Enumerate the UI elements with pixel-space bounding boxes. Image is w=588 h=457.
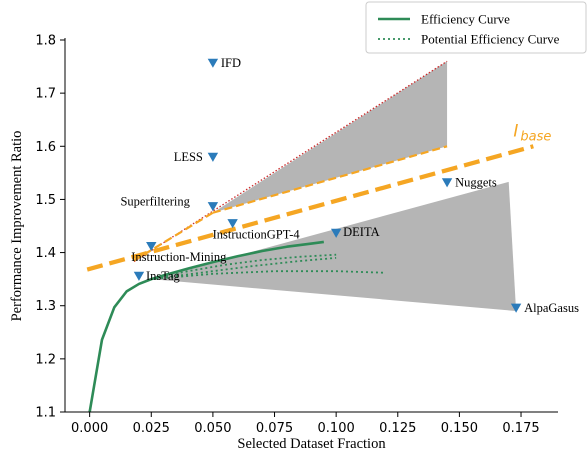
point-marker <box>227 219 238 229</box>
red-dotted-line <box>133 60 448 263</box>
point-label: Superfiltering <box>120 194 190 208</box>
baseline-label-sub: base <box>520 129 551 144</box>
legend-box <box>365 1 587 54</box>
y-tick-label: 1.5 <box>35 193 56 208</box>
y-tick-label: 1.1 <box>35 406 56 421</box>
point-label: IFD <box>221 56 241 70</box>
potential-efficiency-curve-1 <box>151 253 337 280</box>
y-tick-label: 1.4 <box>35 246 56 261</box>
potential-efficiency-curve-3 <box>151 270 386 281</box>
point-marker <box>207 202 219 212</box>
orange-upper-line <box>212 145 448 214</box>
point-marker <box>207 58 219 68</box>
x-tick-label: 0.050 <box>194 421 231 436</box>
x-tick-label: 0.025 <box>133 421 170 436</box>
point-label: Nuggets <box>455 175 497 189</box>
point-label: InstructionGPT-4 <box>213 227 301 241</box>
efficiency-curve <box>88 240 324 413</box>
x-axis-label: Selected Dataset Fraction <box>237 436 386 452</box>
point-label: DEITA <box>343 225 380 239</box>
x-tick-label: 0.000 <box>71 421 108 436</box>
point-label: InsTag <box>146 269 181 283</box>
y-tick-label: 1.3 <box>35 299 56 314</box>
y-tick-label: 1.8 <box>35 34 56 49</box>
point-label: Instruction-Mining <box>131 250 227 264</box>
y-axis-label: Performance Improvement Ratio <box>9 131 25 322</box>
y-tick-label: 1.7 <box>35 87 56 102</box>
point-label: LESS <box>174 150 203 164</box>
baseline-line <box>86 144 534 272</box>
x-tick-label: 0.175 <box>502 421 539 436</box>
x-tick-label: 0.075 <box>256 421 293 436</box>
x-tick-label: 0.150 <box>441 421 478 436</box>
lower-shaded-region <box>151 181 517 312</box>
potential-efficiency-curve-2 <box>151 256 337 281</box>
point-label: AlpaGasus <box>524 301 579 315</box>
legend-label: Efficiency Curve <box>421 12 510 27</box>
legend-label: Potential Efficiency Curve <box>421 32 560 47</box>
point-marker <box>133 271 145 281</box>
point-marker <box>510 303 522 313</box>
orange-lower-line <box>133 211 214 262</box>
x-tick-label: 0.125 <box>379 421 416 436</box>
point-marker <box>441 178 453 188</box>
point-marker <box>330 228 342 238</box>
point-marker <box>207 152 219 162</box>
y-tick-label: 1.2 <box>35 352 56 367</box>
y-tick-label: 1.6 <box>35 140 56 155</box>
point-marker <box>146 242 157 252</box>
x-tick-label: 0.100 <box>318 421 355 436</box>
